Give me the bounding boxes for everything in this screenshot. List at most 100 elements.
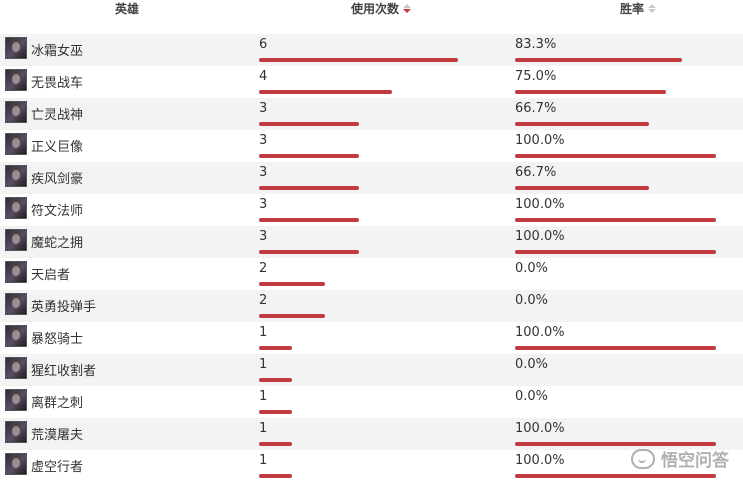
use-count: 4 <box>259 69 268 84</box>
hero-avatar <box>5 261 27 283</box>
win-rate-bar <box>515 218 716 222</box>
wukong-logo-icon <box>631 448 655 469</box>
win-rate: 100.0% <box>515 229 565 244</box>
win-rate-bar <box>515 58 682 62</box>
win-rate: 0.0% <box>515 293 549 308</box>
use-count-bar <box>259 410 292 414</box>
table-row[interactable]: 天启者 2 0.0% <box>0 258 743 290</box>
hero-avatar <box>5 357 27 379</box>
sort-desc-icon[interactable] <box>403 4 412 13</box>
use-count: 3 <box>259 165 268 180</box>
hero-name: 猩红收割者 <box>31 364 97 379</box>
use-count: 2 <box>259 261 268 276</box>
table-row[interactable]: 魔蛇之拥 3 100.0% <box>0 226 743 258</box>
win-rate-bar <box>515 186 649 190</box>
use-count: 1 <box>259 325 268 340</box>
win-rate: 83.3% <box>515 37 557 52</box>
column-header-hero: 英雄 <box>115 0 139 17</box>
hero-name: 天启者 <box>31 268 71 283</box>
table-row[interactable]: 离群之刺 1 0.0% <box>0 386 743 418</box>
hero-name: 亡灵战神 <box>31 108 84 123</box>
hero-name: 魔蛇之拥 <box>31 236 84 251</box>
table-row[interactable]: 亡灵战神 3 66.7% <box>0 98 743 130</box>
hero-name: 荒漠屠夫 <box>31 428 84 443</box>
use-count: 3 <box>259 229 268 244</box>
hero-stats-table: 冰霜女巫 6 83.3% 无畏战车 4 75.0% 亡灵战神 3 66.7% 正义巨像 3 100.0… <box>0 34 743 482</box>
use-count: 3 <box>259 101 268 116</box>
hero-name: 正义巨像 <box>31 140 84 155</box>
hero-avatar <box>5 293 27 315</box>
table-row[interactable]: 猩红收割者 1 0.0% <box>0 354 743 386</box>
win-rate-bar <box>515 90 666 94</box>
use-count: 6 <box>259 37 268 52</box>
column-header-winrate[interactable]: 胜率 <box>620 0 657 17</box>
hero-name: 冰霜女巫 <box>31 44 84 59</box>
hero-avatar <box>5 453 27 475</box>
win-rate: 66.7% <box>515 165 557 180</box>
column-header-uses-label: 使用次数 <box>351 2 400 16</box>
hero-name: 无畏战车 <box>31 76 84 91</box>
win-rate: 66.7% <box>515 101 557 116</box>
table-row[interactable]: 荒漠屠夫 1 100.0% <box>0 418 743 450</box>
table-row[interactable]: 冰霜女巫 6 83.3% <box>0 34 743 66</box>
win-rate: 100.0% <box>515 453 565 468</box>
win-rate-bar <box>515 346 716 350</box>
use-count-bar <box>259 58 458 62</box>
use-count-bar <box>259 90 392 94</box>
hero-avatar <box>5 389 27 411</box>
win-rate: 75.0% <box>515 69 557 84</box>
use-count: 3 <box>259 133 268 148</box>
win-rate-bar <box>515 474 716 478</box>
use-count: 1 <box>259 389 268 404</box>
use-count: 1 <box>259 453 268 468</box>
use-count-bar <box>259 186 359 190</box>
win-rate-bar <box>515 122 649 126</box>
use-count: 2 <box>259 293 268 308</box>
use-count: 1 <box>259 421 268 436</box>
win-rate: 0.0% <box>515 357 549 372</box>
table-row[interactable]: 英勇投弹手 2 0.0% <box>0 290 743 322</box>
win-rate-bar <box>515 250 716 254</box>
win-rate: 100.0% <box>515 133 565 148</box>
table-row[interactable]: 疾风剑豪 3 66.7% <box>0 162 743 194</box>
table-row[interactable]: 符文法师 3 100.0% <box>0 194 743 226</box>
table-header: 英雄 使用次数 胜率 <box>0 0 743 18</box>
hero-name: 疾风剑豪 <box>31 172 84 187</box>
hero-avatar <box>5 229 27 251</box>
watermark-text: 悟空问答 <box>661 451 729 471</box>
table-row[interactable]: 暴怒骑士 1 100.0% <box>0 322 743 354</box>
hero-name: 符文法师 <box>31 204 84 219</box>
column-header-winrate-label: 胜率 <box>620 2 645 16</box>
hero-name: 虚空行者 <box>31 460 84 475</box>
win-rate-bar <box>515 442 716 446</box>
column-header-hero-label: 英雄 <box>115 2 140 16</box>
win-rate-bar <box>515 154 716 158</box>
hero-avatar <box>5 133 27 155</box>
win-rate: 100.0% <box>515 421 565 436</box>
use-count-bar <box>259 282 325 286</box>
use-count-bar <box>259 314 325 318</box>
use-count-bar <box>259 378 292 382</box>
hero-name: 离群之刺 <box>31 396 84 411</box>
use-count-bar <box>259 346 292 350</box>
win-rate: 100.0% <box>515 325 565 340</box>
use-count-bar <box>259 122 359 126</box>
use-count: 1 <box>259 357 268 372</box>
sort-icon[interactable] <box>648 4 657 13</box>
table-row[interactable]: 虚空行者 1 100.0% <box>0 450 743 482</box>
table-row[interactable]: 正义巨像 3 100.0% <box>0 130 743 162</box>
win-rate: 100.0% <box>515 197 565 212</box>
table-row[interactable]: 无畏战车 4 75.0% <box>0 66 743 98</box>
hero-avatar <box>5 69 27 91</box>
use-count: 3 <box>259 197 268 212</box>
column-header-uses[interactable]: 使用次数 <box>351 0 412 17</box>
hero-name: 暴怒骑士 <box>31 332 84 347</box>
use-count-bar <box>259 154 359 158</box>
use-count-bar <box>259 218 359 222</box>
use-count-bar <box>259 474 292 478</box>
watermark: 悟空问答 <box>631 446 729 471</box>
win-rate: 0.0% <box>515 261 549 276</box>
hero-avatar <box>5 101 27 123</box>
use-count-bar <box>259 442 292 446</box>
hero-avatar <box>5 165 27 187</box>
